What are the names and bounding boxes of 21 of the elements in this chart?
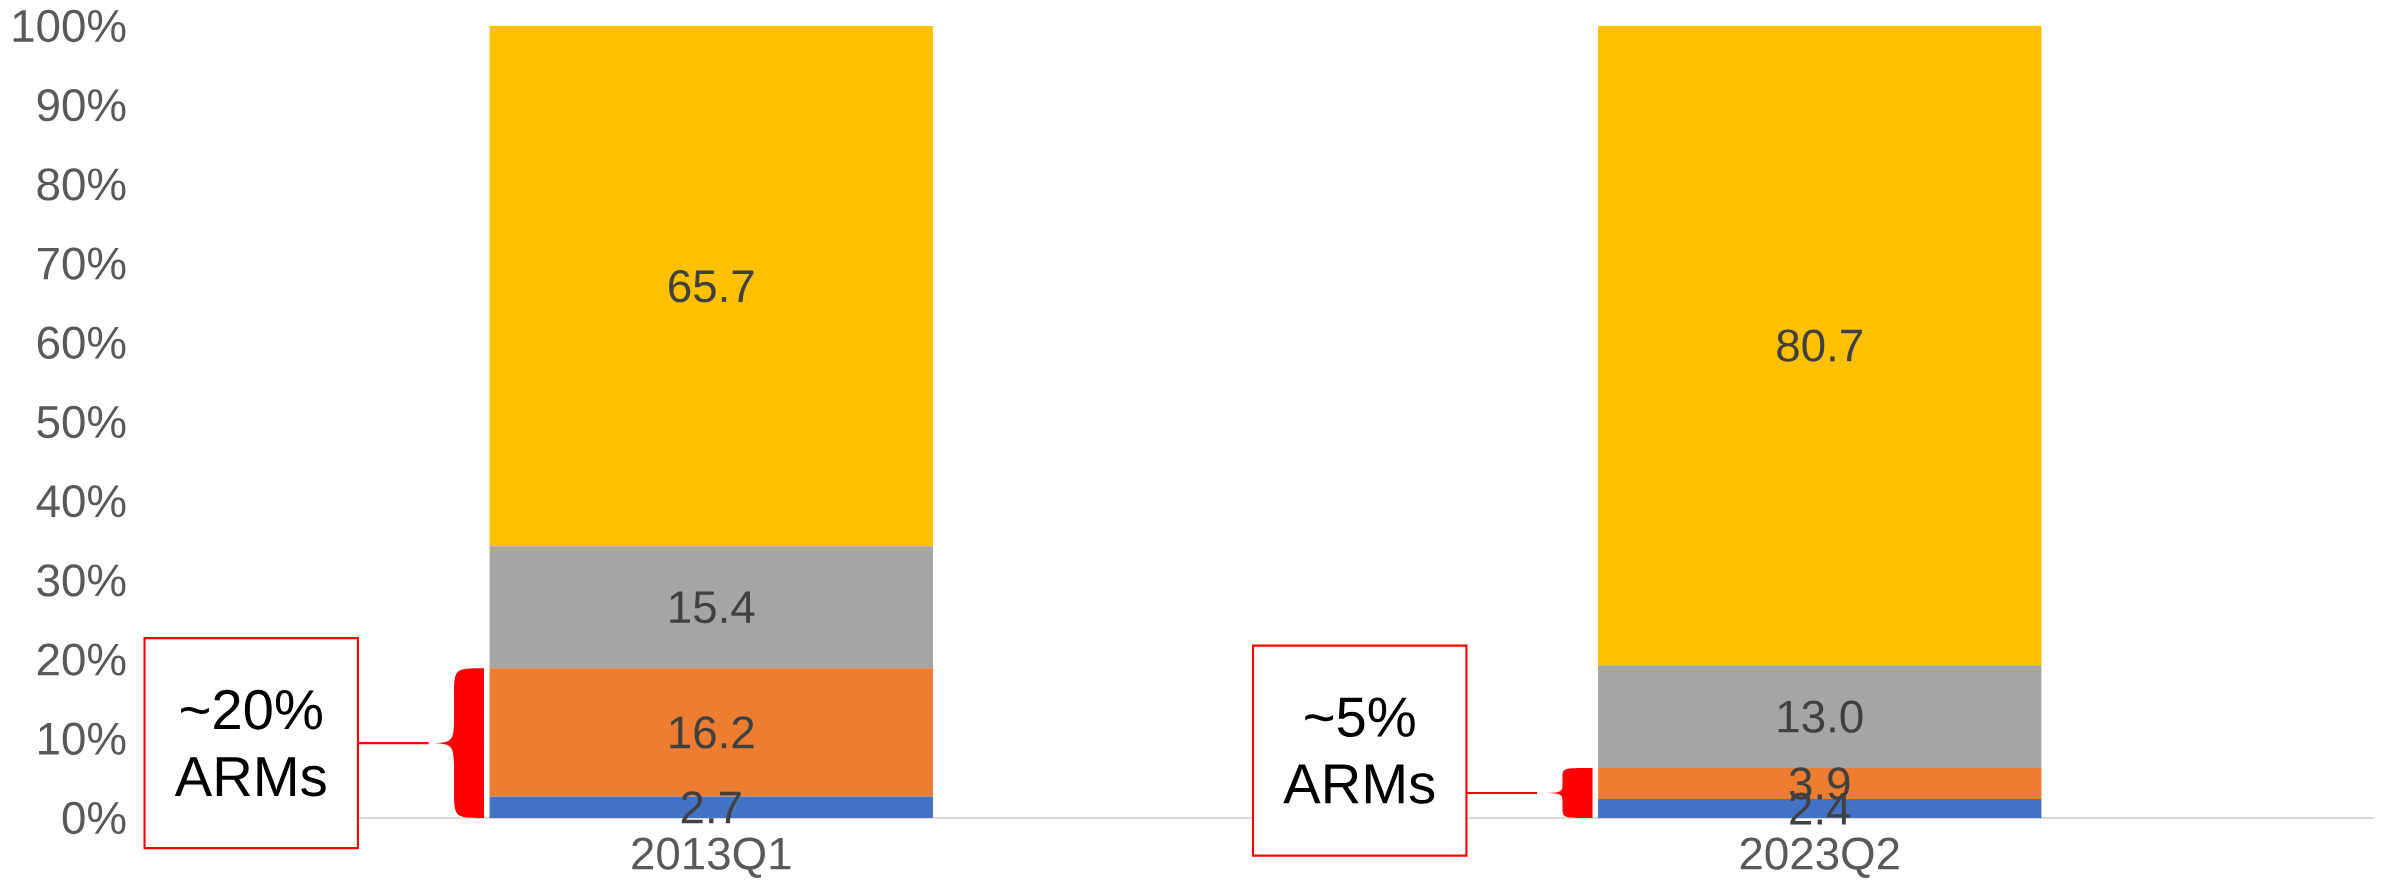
- y-tick-label: 0%: [62, 801, 126, 835]
- y-tick-label: 20%: [37, 643, 126, 676]
- data-label: 15.4: [670, 591, 755, 624]
- annotation: ~5% ARMs: [1283, 697, 1435, 804]
- annotation: ~20% ARMs: [174, 689, 326, 797]
- data-label: 80.7: [1777, 329, 1862, 362]
- y-tick-label: 30%: [37, 564, 126, 597]
- x-tick-label: 2013Q1: [632, 837, 791, 878]
- data-label: 13.0: [1778, 700, 1863, 733]
- y-tick-label: 80%: [37, 168, 126, 201]
- data-label: 16.2: [670, 716, 754, 749]
- y-tick-label: 10%: [39, 722, 126, 755]
- y-tick-label: 40%: [36, 485, 126, 518]
- y-tick-label: 100%: [13, 9, 126, 43]
- x-tick-label: 2023Q2: [1740, 837, 1899, 878]
- y-tick-label: 60%: [37, 326, 126, 359]
- y-tick-label: 90%: [37, 89, 126, 122]
- data-label: 2.7: [681, 791, 741, 824]
- y-tick-label: 50%: [37, 405, 126, 439]
- data-label: 65.7: [669, 269, 754, 303]
- y-tick-label: 70%: [37, 247, 126, 280]
